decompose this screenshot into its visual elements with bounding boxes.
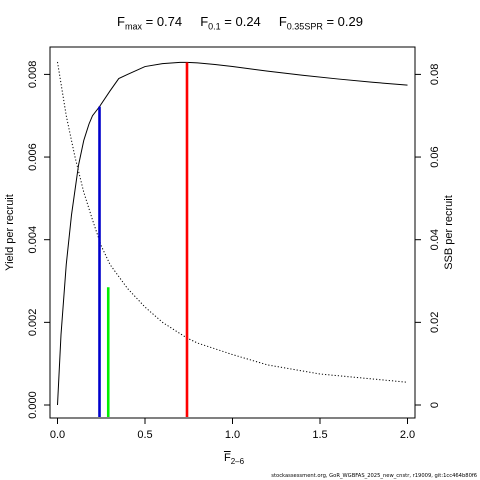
y-axis-label: Yield per recruit (4, 194, 16, 271)
fmax-label: F (117, 14, 125, 29)
fspr-label: F (278, 14, 287, 29)
plot-frame (49, 46, 416, 419)
f01-label: F (200, 14, 209, 29)
x-axis-label-main: F (223, 452, 231, 464)
chart-title: Fmax = 0.74 F0.1 = 0.24 F0.35SPR = 0.29 (0, 14, 480, 32)
fmax-value: = 0.74 (142, 14, 183, 29)
x-tick-label: 0.0 (50, 429, 65, 441)
x-tick-label: 1.0 (225, 429, 240, 441)
x-tick-label: 1.5 (312, 429, 327, 441)
y2-tick-label: 0 (429, 402, 441, 408)
fspr-sub: 0.35SPR (286, 21, 323, 32)
x-axis-label: F2–6 (0, 452, 468, 466)
y2-tick-label: 0.06 (429, 146, 441, 167)
fspr-value: = 0.29 (322, 14, 363, 29)
y-tick-label: 0.008 (27, 61, 39, 89)
x-tick-label: 0.5 (137, 429, 152, 441)
y-tick-label: 0.004 (27, 226, 39, 254)
fmax-sub: max (124, 21, 142, 32)
x-tick-label: 2.0 (400, 429, 415, 441)
f01-value: = 0.24 (220, 14, 261, 29)
y-tick-label: 0.006 (27, 143, 39, 171)
y2-tick-label: 0.08 (429, 64, 441, 85)
source-footnote: stockassessment.org, GoR_WGBFAS_2025_new… (271, 473, 477, 479)
ssb-per-recruit-line (57, 61, 408, 383)
x-axis-label-sub: 2–6 (230, 457, 245, 467)
f01-sub: 0.1 (208, 21, 221, 32)
y2-axis-label: SSB per recruit (443, 195, 455, 270)
y2-tick-label: 0.02 (429, 312, 441, 333)
y-tick-label: 0.002 (27, 309, 39, 337)
y2-tick-label: 0.04 (429, 229, 441, 250)
y-tick-label: 0.000 (27, 391, 39, 419)
yield-per-recruit-line (57, 61, 408, 406)
